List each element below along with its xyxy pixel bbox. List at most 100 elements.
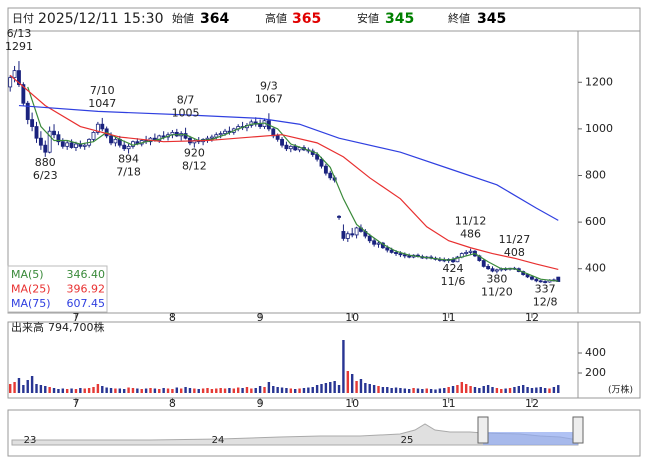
annotation-date: 11/12 (455, 215, 487, 228)
volume-bar (285, 388, 288, 393)
annotation-value: 424 (443, 262, 464, 275)
volume-bar (171, 389, 174, 393)
date-label: 日付 (12, 12, 34, 25)
volume-bar (359, 379, 363, 393)
annotation-date: 7/10 (90, 84, 115, 97)
candle-body (218, 133, 223, 136)
candle-body (323, 165, 328, 174)
volume-bar (364, 383, 367, 393)
candle-body (69, 142, 74, 148)
ma-line (18, 104, 559, 221)
volume-bar (105, 387, 108, 393)
volume-title: 出来高 (11, 320, 44, 334)
x-tick-label: 10 (345, 397, 359, 410)
volume-bar (263, 387, 266, 393)
candle-body (280, 138, 284, 146)
quote-value: 345 (477, 11, 506, 27)
candle-body (223, 130, 227, 134)
candle-body (350, 233, 355, 236)
candle-body (345, 233, 350, 239)
annotation-date: 12/8 (533, 295, 558, 308)
volume-bar (482, 386, 485, 393)
annotation-date: 8/12 (182, 160, 207, 173)
volume-bar (22, 385, 25, 393)
candle-body (481, 260, 486, 267)
volume-bar (52, 388, 56, 393)
candle-body (490, 268, 495, 272)
volume-bar (535, 387, 538, 393)
candle-body (214, 134, 219, 138)
volume-bar (48, 387, 51, 393)
candle-body (494, 269, 499, 272)
annotation-value: 894 (118, 153, 139, 166)
volume-bar (399, 388, 402, 393)
quote-label: 始値 (172, 11, 194, 25)
candle-body (486, 265, 491, 270)
annotation-date: 11/27 (499, 233, 531, 246)
candle-body (12, 70, 17, 79)
navigator-handle-left[interactable] (477, 416, 489, 444)
volume-bar (416, 388, 420, 393)
volume-bar (298, 388, 301, 393)
volume-bar (478, 388, 481, 393)
volume-bar (434, 389, 437, 393)
volume-bar (333, 381, 336, 393)
volume-bar (500, 389, 503, 393)
volume-bar (136, 388, 139, 393)
annotation-value: 920 (184, 147, 205, 160)
volume-bar (39, 385, 43, 393)
volume-bar (381, 387, 385, 393)
x-tick-label: 9 (257, 311, 264, 324)
volume-bar (307, 387, 310, 393)
volume-bar (469, 386, 472, 393)
volume-bar (394, 387, 398, 393)
volume-bar (350, 374, 354, 393)
legend-name: MA(75) (11, 297, 51, 310)
volume-tick-label: 200 (585, 366, 606, 379)
ma-line (9, 74, 559, 271)
volume-bar (26, 380, 29, 393)
legend-box (7, 265, 108, 313)
volume-bar (425, 388, 428, 393)
x-tick-label: 9 (257, 397, 264, 410)
volume-bar (30, 376, 34, 393)
volume-bar (508, 388, 512, 393)
quote-label: 終値 (448, 11, 470, 25)
annotation-value: 1005 (172, 107, 200, 120)
volume-bar (149, 388, 152, 393)
annotation-date: 8/7 (177, 94, 195, 107)
navigator-selection[interactable] (483, 432, 578, 445)
candle-body (398, 253, 403, 256)
legend-value: 346.40 (67, 268, 106, 281)
volume-bar (166, 388, 170, 393)
candle-body (47, 130, 52, 153)
candle-body (525, 274, 530, 278)
candle-body (126, 145, 131, 150)
volume-bar (201, 388, 205, 393)
volume-bar (377, 386, 380, 393)
candle-body (319, 158, 324, 167)
candle-body (455, 256, 460, 263)
candle-body (538, 280, 543, 283)
annotation-date: 9/3 (260, 79, 278, 92)
volume-bar (210, 389, 214, 393)
annotation-date: 6/23 (33, 169, 58, 182)
x-tick-label: 10 (345, 311, 359, 324)
volume-tick-label: 400 (585, 346, 606, 359)
candle-body (43, 144, 48, 153)
candle-body (38, 137, 43, 146)
candle-body (394, 252, 398, 254)
navigator-handle-right[interactable] (572, 416, 584, 444)
volume-bar (245, 387, 249, 393)
annotation-date: 6/13 (7, 27, 32, 40)
volume-bar (122, 389, 126, 393)
volume-bar (276, 387, 279, 393)
annotation-value: 380 (486, 272, 507, 285)
x-tick-label: 7 (72, 397, 79, 410)
volume-bar (144, 388, 148, 393)
candle-body (65, 142, 70, 147)
candle-body (328, 172, 333, 179)
x-tick-label: 11 (442, 311, 456, 324)
volume-bar (443, 388, 446, 393)
navigator-label: 25 (401, 435, 414, 446)
